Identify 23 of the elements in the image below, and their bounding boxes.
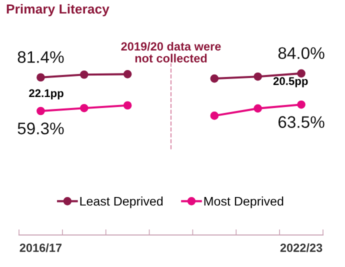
point <box>36 106 45 116</box>
x-tick-label: 2016/17 <box>20 243 62 252</box>
point <box>123 70 132 78</box>
point <box>254 104 262 113</box>
annotation: 22.1pp <box>29 89 64 100</box>
data-label: 81.4% <box>18 51 64 63</box>
point <box>80 104 88 112</box>
point <box>210 112 219 120</box>
point <box>210 74 219 83</box>
point <box>254 72 262 81</box>
legend-label: Most Deprived <box>204 196 284 208</box>
point <box>123 101 132 110</box>
data-label: 59.3% <box>18 122 64 134</box>
chart-title: Primary Literacy <box>6 4 110 16</box>
text: 2019/20 data were not collected <box>121 42 221 62</box>
point <box>36 73 45 82</box>
annotation: 20.5pp <box>273 77 308 88</box>
data-label: 63.5% <box>278 116 324 128</box>
legend-label: Least Deprived <box>80 196 163 208</box>
point <box>297 100 306 109</box>
point <box>80 70 88 79</box>
data-label: 84.0% <box>278 47 324 60</box>
x-tick-label: 2022/23 <box>280 243 322 252</box>
